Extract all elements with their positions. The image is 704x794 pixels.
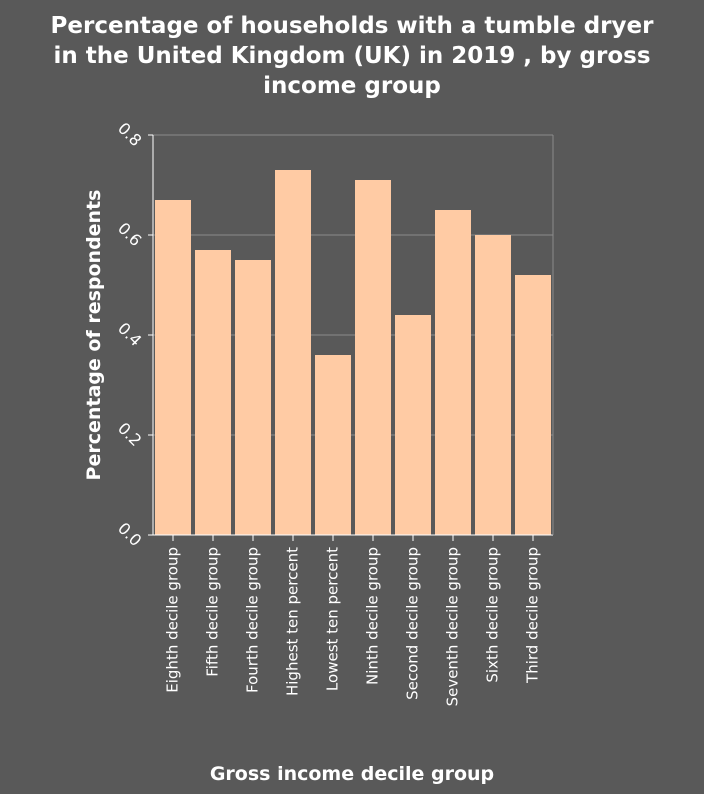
bar bbox=[195, 250, 231, 535]
bar bbox=[315, 355, 351, 535]
chart-title-line-1: Percentage of households with a tumble d… bbox=[51, 13, 655, 39]
x-tick-label: Fourth decile group bbox=[244, 547, 262, 693]
bar bbox=[235, 260, 271, 535]
bar bbox=[355, 180, 391, 535]
y-tick-label: 0.8 bbox=[114, 119, 145, 150]
bars bbox=[155, 170, 551, 535]
bar bbox=[515, 275, 551, 535]
chart-title-line-2: in the United Kingdom (UK) in 2019 , by … bbox=[53, 43, 650, 69]
bar bbox=[275, 170, 311, 535]
bar bbox=[395, 315, 431, 535]
x-tick-label: Sixth decile group bbox=[484, 547, 502, 683]
x-tick-label: Third decile group bbox=[524, 547, 542, 684]
x-tick-label: Seventh decile group bbox=[444, 547, 462, 706]
y-tick-label: 0.6 bbox=[114, 219, 145, 250]
y-tick-labels: 0.0 0.2 0.4 0.6 0.8 bbox=[114, 119, 153, 550]
y-tick-label: 0.0 bbox=[114, 519, 145, 550]
x-tick-label: Second decile group bbox=[404, 547, 422, 700]
x-tick-labels: Eighth decile group Fifth decile group Fou… bbox=[164, 535, 542, 706]
y-tick-label: 0.4 bbox=[114, 319, 145, 350]
bar bbox=[475, 235, 511, 535]
x-tick-label: Fifth decile group bbox=[204, 547, 222, 677]
x-tick-label: Eighth decile group bbox=[164, 547, 182, 693]
bar bbox=[435, 210, 471, 535]
chart-title-line-3: income group bbox=[263, 73, 441, 99]
x-tick-label: Highest ten percent bbox=[284, 547, 302, 696]
y-axis-title: Percentage of respondents bbox=[83, 190, 105, 481]
x-tick-label: Ninth decile group bbox=[364, 547, 382, 685]
x-axis-title: Gross income decile group bbox=[210, 763, 494, 785]
y-tick-label: 0.2 bbox=[114, 419, 145, 450]
x-tick-label: Lowest ten percent bbox=[324, 547, 342, 691]
bar bbox=[155, 200, 191, 535]
